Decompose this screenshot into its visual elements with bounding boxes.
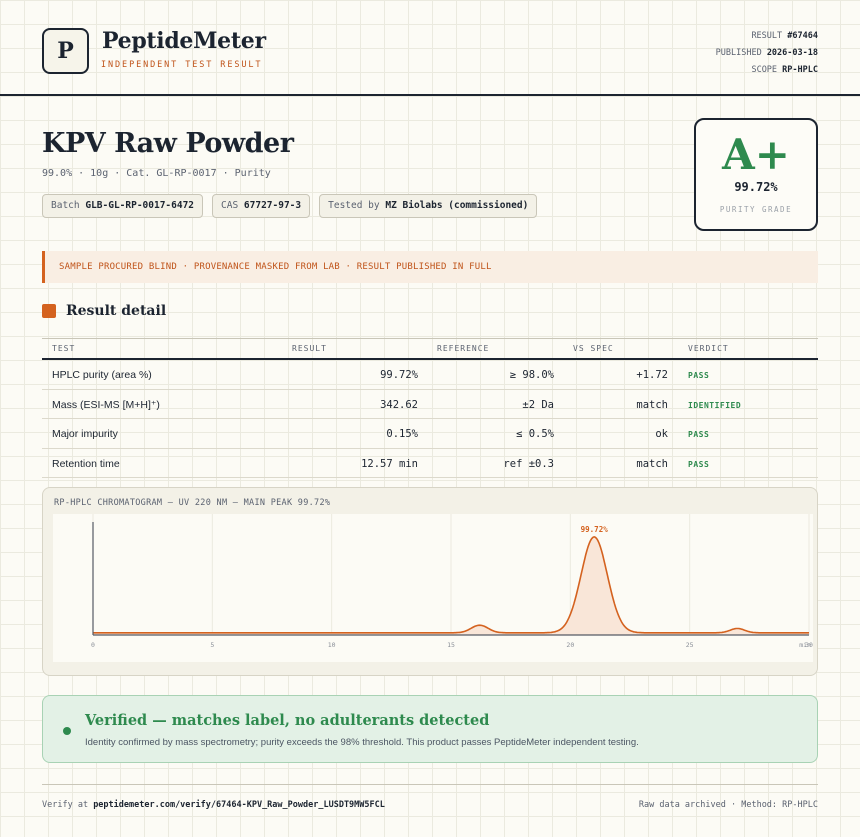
result-id-label: RESULT bbox=[751, 31, 783, 41]
grade-letter: A+ bbox=[722, 130, 790, 179]
cell-result: 0.15% bbox=[386, 428, 418, 440]
chart-x-tick-label: 20 bbox=[566, 641, 574, 649]
header-test: TEST bbox=[52, 344, 76, 353]
verified-dot-icon bbox=[63, 727, 71, 735]
cell-vs-spec: ok bbox=[655, 428, 668, 440]
tested-by-label: Tested by bbox=[328, 200, 380, 211]
header-vs-spec: VS SPEC bbox=[573, 344, 614, 353]
section-header: Result detail bbox=[42, 303, 166, 319]
cell-reference: ≤ 0.5% bbox=[516, 428, 554, 440]
chart-x-tick-label: 5 bbox=[210, 641, 214, 649]
scope-value: RP-HPLC bbox=[782, 65, 818, 75]
tested-by-chip: Tested by MZ Biolabs (commissioned) bbox=[319, 194, 538, 218]
chromatogram-title: RP-HPLC CHROMATOGRAM — UV 220 NM — MAIN … bbox=[54, 498, 331, 508]
result-id-value: #67464 bbox=[787, 31, 818, 41]
product-subtitle: 99.0% · 10g · Cat. GL-RP-0017 · Purity bbox=[42, 168, 271, 179]
published-label: PUBLISHED bbox=[715, 48, 762, 58]
product-chips: Batch GLB-GL-RP-0017-6472 CAS 67727-97-3… bbox=[42, 194, 538, 218]
cell-test: Major impurity bbox=[52, 428, 118, 440]
cas-chip: CAS 67727-97-3 bbox=[212, 194, 311, 218]
table-row: HPLC purity (area %) 99.72% ≥ 98.0% +1.7… bbox=[42, 360, 818, 390]
verify-link[interactable]: peptidemeter.com/verify/67464-KPV_Raw_Po… bbox=[93, 800, 385, 810]
chart-x-tick-label: 25 bbox=[686, 641, 694, 649]
verified-text: Identity confirmed by mass spectrometry;… bbox=[85, 737, 639, 748]
cas-value: 67727-97-3 bbox=[243, 200, 302, 211]
cell-vs-spec: match bbox=[636, 398, 668, 411]
verify-label: Verify at bbox=[42, 800, 89, 810]
cell-result: 99.72% bbox=[380, 369, 418, 381]
header-reference: REFERENCE bbox=[437, 344, 490, 353]
cell-reference: ref ±0.3 bbox=[503, 457, 554, 470]
cell-vs-spec: +1.72 bbox=[636, 369, 668, 381]
chart-series-line bbox=[93, 536, 809, 634]
cell-reference: ±2 Da bbox=[522, 398, 554, 411]
cell-result: 12.57 min bbox=[361, 457, 418, 470]
cell-verdict: PASS bbox=[688, 430, 710, 439]
cell-test: Retention time bbox=[52, 457, 120, 470]
section-marker-icon bbox=[42, 304, 56, 318]
table-header: TEST RESULT REFERENCE VS SPEC VERDICT bbox=[42, 338, 818, 360]
chart-x-tick-label: 30 bbox=[805, 641, 813, 649]
footer: Verify at peptidemeter.com/verify/67464-… bbox=[42, 784, 818, 810]
cell-reference: ≥ 98.0% bbox=[509, 369, 554, 381]
cell-verdict: PASS bbox=[688, 459, 710, 469]
chart-x-tick-label: 15 bbox=[447, 641, 455, 649]
header-verdict: VERDICT bbox=[688, 344, 729, 353]
brand-name: PeptideMeter bbox=[102, 28, 266, 54]
cell-verdict: PASS bbox=[688, 371, 710, 380]
product-title: KPV Raw Powder bbox=[42, 128, 294, 159]
chromatogram-plot-area: 0 5 10 15 20 25 30 min 99.72% bbox=[53, 514, 813, 662]
cell-result: 342.62 bbox=[380, 398, 418, 411]
chart-x-unit-label: min bbox=[799, 641, 811, 649]
purity-grade-card: A+ 99.72% PURITY GRADE bbox=[694, 118, 818, 231]
procurement-notice: SAMPLE PROCURED BLIND · PROVENANCE MASKE… bbox=[42, 251, 818, 283]
cell-test: HPLC purity (area %) bbox=[52, 369, 152, 381]
table-row: Retention time 12.57 min ref ±0.3 match … bbox=[42, 449, 818, 478]
cell-test: Mass (ESI-MS [M+H]⁺) bbox=[52, 398, 160, 411]
published-value: 2026-03-18 bbox=[766, 48, 818, 58]
brand-logo: P bbox=[42, 28, 89, 74]
grade-value: 99.72% bbox=[734, 180, 778, 194]
cas-label: CAS bbox=[221, 200, 239, 211]
section-title: Result detail bbox=[66, 303, 167, 319]
cell-verdict: IDENTIFIED bbox=[688, 400, 742, 410]
table-row: Mass (ESI-MS [M+H]⁺) 342.62 ±2 Da match … bbox=[42, 390, 818, 419]
result-table: TEST RESULT REFERENCE VS SPEC VERDICT HP… bbox=[42, 338, 818, 478]
grade-label: PURITY GRADE bbox=[719, 205, 793, 214]
verified-title: Verified — matches label, no adulterants… bbox=[85, 712, 490, 729]
table-row: Major impurity 0.15% ≤ 0.5% ok PASS bbox=[42, 419, 818, 449]
verify-line: Verify at peptidemeter.com/verify/67464-… bbox=[42, 800, 385, 810]
batch-value: GLB-GL-RP-0017-6472 bbox=[85, 200, 195, 211]
report-header: P PeptideMeter INDEPENDENT TEST RESULT R… bbox=[0, 0, 860, 96]
batch-chip: Batch GLB-GL-RP-0017-6472 bbox=[42, 194, 204, 218]
cell-vs-spec: match bbox=[636, 457, 668, 470]
chart-peak-label: 99.72% bbox=[581, 525, 609, 534]
brand-tagline: INDEPENDENT TEST RESULT bbox=[101, 60, 263, 70]
scope-label: SCOPE bbox=[751, 65, 778, 75]
header-result: RESULT bbox=[292, 344, 327, 353]
verified-banner: Verified — matches label, no adulterants… bbox=[42, 695, 818, 763]
chart-x-tick-label: 10 bbox=[328, 641, 336, 649]
footer-method: Raw data archived · Method: RP-HPLC bbox=[638, 800, 818, 810]
tested-by-value: MZ Biolabs (commissioned) bbox=[385, 200, 529, 211]
chart-x-tick-label: 0 bbox=[91, 641, 95, 649]
result-meta: RESULT #67464 PUBLISHED 2026-03-18 SCOPE… bbox=[716, 28, 818, 79]
batch-label: Batch bbox=[51, 200, 80, 211]
chromatogram-card: RP-HPLC CHROMATOGRAM — UV 220 NM — MAIN … bbox=[42, 487, 818, 676]
